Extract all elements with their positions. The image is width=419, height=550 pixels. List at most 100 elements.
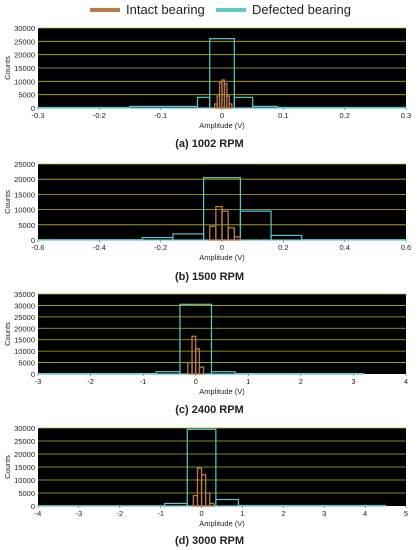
ytick-label-3000rpm: 20000 xyxy=(14,450,35,459)
xtick-label-1002rpm: 0.3 xyxy=(401,111,411,120)
ytick-label-3000rpm: 10000 xyxy=(14,476,35,485)
xtick-label-1002rpm: 0.1 xyxy=(278,111,288,120)
caption-1002rpm: (a) 1002 RPM xyxy=(175,138,244,150)
histogram-bin-intact-3000rpm xyxy=(200,474,207,507)
x-axis-label-2400rpm: Amplitude (V) xyxy=(199,387,245,396)
ytick-label-1500rpm: 0 xyxy=(31,236,35,245)
xtick-label-2400rpm: 1 xyxy=(246,377,250,386)
xtick-label-1002rpm: 0.2 xyxy=(339,111,349,120)
histogram-bin-intact-3000rpm xyxy=(209,502,215,507)
ytick-label-1002rpm: 10000 xyxy=(14,77,35,86)
histogram-bin-defected-1500rpm xyxy=(239,210,272,241)
ytick-label-1500rpm: 25000 xyxy=(14,160,35,169)
y-axis-label-1002rpm: Counts xyxy=(3,56,12,80)
xtick-label-2400rpm: -3 xyxy=(35,377,42,386)
histogram-plot-1500rpm: 0 5000 10000 15000 20000 25000 -0.6 -0.4 -0.2 0 0.… xyxy=(3,160,411,262)
x-axis-label-1500rpm: Amplitude (V) xyxy=(199,253,245,262)
xtick-label-1500rpm: 0 xyxy=(220,243,224,252)
xtick-label-3000rpm: 4 xyxy=(363,509,367,518)
legend-label-defected: Defected bearing xyxy=(252,2,352,17)
legend: Intact bearing Defected bearing xyxy=(0,0,419,20)
ytick-label-2400rpm: 15000 xyxy=(14,336,35,345)
xtick-label-1500rpm: 0.2 xyxy=(278,243,288,252)
ytick-label-1500rpm: 15000 xyxy=(14,190,35,199)
xtick-label-2400rpm: 2 xyxy=(299,377,303,386)
histogram-bin-defected-1002rpm xyxy=(233,96,254,109)
ytick-label-1002rpm: 20000 xyxy=(14,51,35,60)
y-axis-label-1500rpm: Counts xyxy=(3,190,12,214)
xtick-label-3000rpm: -3 xyxy=(76,509,83,518)
xtick-label-2400rpm: 0 xyxy=(194,377,198,386)
xtick-label-3000rpm: 2 xyxy=(281,509,285,518)
ytick-label-1002rpm: 30000 xyxy=(14,24,35,33)
ytick-label-1002rpm: 5000 xyxy=(18,91,35,100)
ytick-label-1002rpm: 25000 xyxy=(14,37,35,46)
x-axis-label-1002rpm: Amplitude (V) xyxy=(199,121,245,130)
ytick-label-3000rpm: 30000 xyxy=(14,424,35,433)
histogram-bin-intact-1500rpm xyxy=(227,227,235,241)
ytick-label-1500rpm: 5000 xyxy=(18,221,35,230)
y-axis-label-3000rpm: Counts xyxy=(3,455,12,479)
xtick-label-3000rpm: -2 xyxy=(116,509,123,518)
histogram-bin-intact-2400rpm xyxy=(195,348,201,375)
histogram-bin-intact-1500rpm xyxy=(233,236,242,241)
histogram-bin-intact-1500rpm xyxy=(221,210,229,241)
histogram-plot-3000rpm: 0 5000 10000 15000 20000 25000 30000 -4 -3 -2 -1 0 1… xyxy=(3,424,408,528)
xtick-label-1500rpm: -0.4 xyxy=(93,243,106,252)
histogram-bin-defected-3000rpm xyxy=(237,504,387,507)
xtick-label-3000rpm: -1 xyxy=(157,509,164,518)
histogram-plot-1002rpm: 0 5000 10000 15000 20000 25000 30000 -0.3 -0.2 -0… xyxy=(3,24,411,130)
xtick-label-1500rpm: -0.2 xyxy=(154,243,167,252)
ytick-label-2400rpm: 0 xyxy=(31,370,35,379)
histogram-bin-intact-3000rpm xyxy=(204,492,211,507)
xtick-label-1002rpm: -0.1 xyxy=(154,111,167,120)
xtick-label-2400rpm: 3 xyxy=(351,377,355,386)
histogram-plot-2400rpm: 0 5000 10000 15000 20000 25000 30000 35000 -3 -2 -… xyxy=(3,290,408,396)
histogram-bin-defected-1002rpm xyxy=(276,106,407,109)
ytick-label-2400rpm: 35000 xyxy=(14,290,35,299)
xtick-label-2400rpm: 4 xyxy=(404,377,408,386)
legend-swatch-defected xyxy=(216,8,246,12)
ytick-label-1002rpm: 15000 xyxy=(14,64,35,73)
histogram-bin-defected-1002rpm xyxy=(37,106,131,109)
xtick-label-3000rpm: 1 xyxy=(240,509,244,518)
y-axis-label-2400rpm: Counts xyxy=(3,322,12,346)
ytick-label-2400rpm: 20000 xyxy=(14,324,35,333)
xtick-label-1002rpm: -0.3 xyxy=(32,111,45,120)
xtick-label-1002rpm: 0 xyxy=(220,111,224,120)
ytick-label-3000rpm: 0 xyxy=(31,502,35,511)
xtick-label-3000rpm: -4 xyxy=(35,509,42,518)
histogram-bin-defected-3000rpm xyxy=(215,498,239,507)
ytick-label-1002rpm: 0 xyxy=(31,104,35,113)
xtick-label-1500rpm: 0.4 xyxy=(339,243,349,252)
ytick-label-3000rpm: 25000 xyxy=(14,437,35,446)
legend-label-intact: Intact bearing xyxy=(126,2,205,17)
histogram-bin-intact-1002rpm xyxy=(226,95,231,109)
xtick-label-2400rpm: -2 xyxy=(87,377,94,386)
caption-2400rpm: (c) 2400 RPM xyxy=(175,404,244,416)
plot-area-2400rpm xyxy=(38,294,406,374)
ytick-label-3000rpm: 15000 xyxy=(14,463,35,472)
legend-swatch-intact xyxy=(90,8,120,12)
xtick-label-3000rpm: 3 xyxy=(322,509,326,518)
histogram-bin-intact-1002rpm xyxy=(228,103,233,109)
xtick-label-2400rpm: -1 xyxy=(140,377,147,386)
xtick-label-3000rpm: 5 xyxy=(404,509,408,518)
ytick-label-2400rpm: 30000 xyxy=(14,301,35,310)
xtick-label-1500rpm: 0.6 xyxy=(401,243,411,252)
ytick-label-1500rpm: 10000 xyxy=(14,206,35,215)
caption-3000rpm: (d) 3000 RPM xyxy=(174,535,245,547)
ytick-label-2400rpm: 10000 xyxy=(14,347,35,356)
ytick-label-2400rpm: 5000 xyxy=(18,359,35,368)
ytick-label-1500rpm: 20000 xyxy=(14,175,35,184)
ytick-label-2400rpm: 25000 xyxy=(14,313,35,322)
caption-1500rpm: (b) 1500 RPM xyxy=(174,271,245,283)
histogram-bin-intact-2400rpm xyxy=(198,366,205,375)
x-axis-label-3000rpm: Amplitude (V) xyxy=(199,519,245,528)
histogram-bin-defected-2400rpm xyxy=(210,371,236,375)
ytick-label-3000rpm: 5000 xyxy=(18,489,35,498)
xtick-label-3000rpm: 0 xyxy=(199,509,203,518)
xtick-label-1002rpm: -0.2 xyxy=(93,111,106,120)
xtick-label-1500rpm: -0.6 xyxy=(32,243,45,252)
histogram-bin-defected-1500rpm xyxy=(270,234,303,241)
